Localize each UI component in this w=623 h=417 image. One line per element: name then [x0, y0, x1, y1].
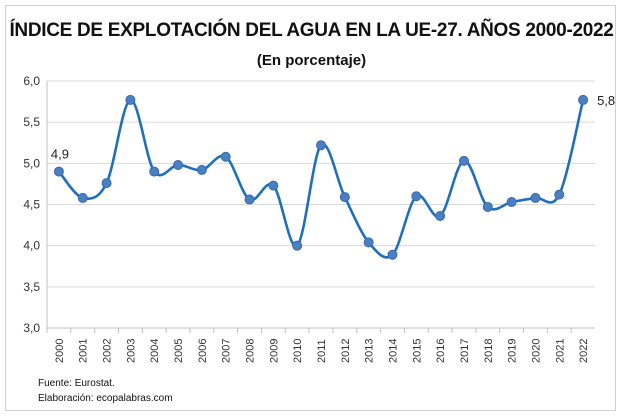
x-tick-label: 2012 — [340, 339, 352, 363]
data-point — [316, 140, 326, 151]
data-point — [149, 166, 160, 177]
chart-frame — [5, 5, 616, 411]
data-point — [458, 155, 469, 166]
data-point — [363, 237, 374, 248]
data-point — [196, 164, 207, 175]
x-tick-label: 2005 — [173, 339, 185, 363]
x-tick-label: 2010 — [292, 339, 304, 363]
x-tick-label: 2003 — [125, 339, 137, 363]
y-tick-label: 3,5 — [23, 280, 40, 294]
data-point — [292, 240, 303, 251]
data-point — [435, 211, 446, 222]
data-point — [53, 166, 64, 177]
data-point — [578, 94, 589, 105]
x-tick-label: 2013 — [364, 339, 376, 363]
x-tick-label: 2014 — [387, 339, 399, 363]
x-tick-label: 2007 — [221, 339, 233, 363]
data-point — [244, 194, 255, 205]
data-point — [268, 180, 279, 191]
data-point — [339, 192, 350, 203]
chart-subtitle: (En porcentaje) — [256, 52, 367, 69]
data-point — [387, 249, 398, 260]
x-tick-label: 2006 — [197, 339, 209, 363]
data-label: 4,9 — [51, 147, 69, 162]
x-tick-label: 2018 — [483, 339, 495, 363]
data-point — [101, 178, 112, 189]
x-tick-label: 2016 — [435, 339, 447, 363]
author-note: Elaboración: ecopalabras.com — [38, 393, 173, 404]
y-tick-label: 4,0 — [23, 239, 40, 253]
x-tick-label: 2015 — [411, 339, 423, 363]
x-tick-label: 2017 — [459, 339, 471, 363]
x-tick-label: 2008 — [245, 339, 257, 363]
y-tick-label: 4,5 — [23, 198, 40, 212]
x-tick-label: 2002 — [102, 339, 114, 363]
x-tick-label: 2009 — [268, 339, 280, 363]
source-note: Fuente: Eurostat. — [38, 378, 115, 389]
x-tick-label: 2021 — [554, 339, 566, 363]
data-point — [77, 192, 88, 203]
data-label: 5,8 — [597, 93, 615, 108]
data-point — [530, 192, 541, 203]
data-point — [173, 159, 184, 170]
data-point — [125, 94, 136, 105]
chart-title: ÍNDICE DE EXPLOTACIÓN DEL AGUA EN LA UE-… — [9, 20, 614, 41]
x-tick-label: 2001 — [78, 339, 90, 363]
y-tick-label: 5,5 — [23, 115, 40, 129]
x-tick-label: 2004 — [149, 339, 161, 363]
data-point — [220, 151, 231, 162]
x-tick-label: 2022 — [578, 339, 590, 363]
x-tick-label: 2019 — [507, 339, 519, 363]
data-point — [554, 189, 565, 200]
x-tick-label: 2020 — [530, 339, 542, 363]
y-tick-label: 6,0 — [23, 74, 40, 88]
data-point — [506, 197, 517, 208]
data-point — [411, 191, 422, 202]
data-point — [482, 201, 493, 212]
y-tick-label: 5,0 — [23, 156, 40, 170]
x-tick-label: 2000 — [54, 339, 66, 363]
x-tick-label: 2011 — [316, 339, 328, 363]
series-line — [57, 98, 585, 259]
y-tick-label: 3,0 — [23, 321, 40, 335]
